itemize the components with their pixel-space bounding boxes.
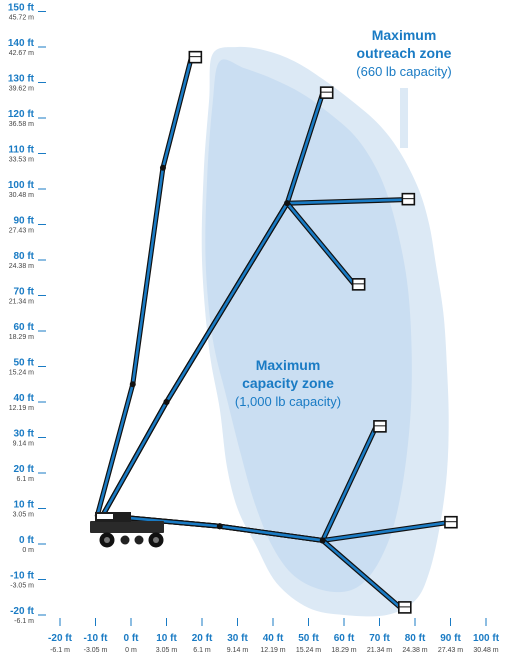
boom-vertical [94, 50, 203, 519]
y-tick-label-m: 12.19 m [9, 405, 34, 412]
y-tick-label-ft: 10 ft [13, 500, 34, 511]
y-tick-label-m: 30.48 m [9, 192, 34, 199]
outreach-label-box [341, 18, 468, 88]
y-tick-label-m: 24.38 m [9, 263, 34, 270]
x-tick-label-ft: 60 ft [334, 633, 355, 644]
y-tick-label-m: 36.58 m [9, 121, 34, 128]
y-tick-label-ft: 130 ft [8, 74, 35, 85]
y-tick-label-m: 42.67 m [9, 50, 34, 57]
x-tick-label-m: -6.1 m [50, 647, 70, 654]
outreach-zone-title-1: Maximum [372, 27, 437, 43]
y-tick-label-ft: 120 ft [8, 109, 35, 120]
outreach-label-pointer [400, 88, 408, 148]
x-tick-label-m: 3.05 m [156, 647, 178, 654]
x-tick-label-m: 6.1 m [193, 647, 211, 654]
y-tick-label-m: -3.05 m [10, 583, 34, 590]
model-plate [97, 514, 113, 519]
y-tick-label-m: 18.29 m [9, 334, 34, 341]
lift-chassis [90, 512, 164, 548]
y-tick-label-ft: 70 ft [13, 287, 34, 298]
x-tick-label-m: 21.34 m [367, 647, 392, 654]
outreach-zone-capacity: (660 lb capacity) [356, 64, 451, 79]
boom-joint [216, 523, 223, 530]
x-tick-label-ft: 70 ft [369, 633, 390, 644]
boom-joint [159, 164, 166, 171]
wheel-mid-2 [134, 535, 144, 545]
x-tick-label-ft: 80 ft [405, 633, 426, 644]
outreach-zone-title-2: outreach zone [357, 45, 452, 61]
x-tick-label-ft: 20 ft [192, 633, 213, 644]
x-tick-label-m: 12.19 m [260, 647, 285, 654]
x-tick-label-m: 9.14 m [227, 647, 249, 654]
x-tick-label-m: 30.48 m [473, 647, 498, 654]
y-tick-label-ft: 80 ft [13, 251, 34, 262]
wheel-front-hub [153, 537, 159, 543]
y-tick-label-ft: 0 ft [19, 535, 35, 546]
capacity-zone-title-2: capacity zone [242, 375, 334, 391]
x-tick-label-ft: 50 ft [298, 633, 319, 644]
y-tick-label-m: 0 m [22, 547, 34, 554]
y-tick-label-ft: -20 ft [10, 606, 35, 617]
capacity-zone-title-1: Maximum [256, 357, 321, 373]
chassis-body [90, 521, 164, 533]
boom-joint [319, 537, 326, 544]
y-tick-label-ft: 90 ft [13, 216, 34, 227]
boom-joint [163, 399, 170, 405]
y-tick-label-m: 39.62 m [9, 86, 34, 93]
boom-joint [129, 381, 136, 388]
x-tick-label-ft: 10 ft [156, 633, 177, 644]
y-tick-label-m: 15.24 m [9, 370, 34, 377]
y-tick-label-m: 3.05 m [13, 512, 35, 519]
outreach-zone-label: Maximum outreach zone (660 lb capacity) [341, 18, 468, 148]
y-tick-label-ft: 60 ft [13, 322, 34, 333]
x-tick-label-ft: -20 ft [48, 633, 73, 644]
x-tick-label-m: 0 m [125, 647, 137, 654]
x-tick-label-m: 15.24 m [296, 647, 321, 654]
boom-arm [95, 56, 193, 517]
y-tick-label-ft: 100 ft [8, 180, 35, 191]
x-tick-label-m: 24.38 m [402, 647, 427, 654]
x-tick-label-ft: 40 ft [263, 633, 284, 644]
boom-positions [94, 50, 458, 614]
x-tick-label-ft: -10 ft [84, 633, 109, 644]
x-tick-label-ft: 30 ft [227, 633, 248, 644]
y-tick-label-ft: -10 ft [10, 571, 35, 582]
y-tick-label-m: 9.14 m [13, 441, 35, 448]
y-tick-label-m: 21.34 m [9, 299, 34, 306]
y-tick-label-ft: 110 ft [8, 145, 34, 156]
boom-upper-articulated-down [100, 200, 366, 519]
y-tick-label-m: 45.72 m [9, 15, 34, 22]
boom-outline [94, 55, 194, 519]
y-tick-label-ft: 20 ft [13, 464, 34, 475]
boom-arm [101, 514, 403, 610]
capacity-zone-label: Maximum capacity zone (1,000 lb capacity… [235, 357, 341, 409]
x-tick-label-ft: 100 ft [473, 633, 500, 644]
x-tick-label-m: -3.05 m [84, 647, 108, 654]
y-tick-label-ft: 40 ft [13, 393, 34, 404]
x-tick-label-ft: 0 ft [124, 633, 140, 644]
capacity-zone-capacity: (1,000 lb capacity) [235, 394, 341, 409]
boom-lower-articulated-down [100, 513, 412, 614]
boom-joint [284, 200, 291, 207]
wheel-rear-hub [104, 537, 110, 543]
x-tick-label-m: 27.43 m [438, 647, 463, 654]
x-axis-ticks: -20 ft -6.1 m -10 ft -3.05 m 0 ft 0 m 10 ft 3.0… [48, 618, 500, 654]
y-tick-label-m: 27.43 m [9, 228, 34, 235]
y-tick-label-ft: 30 ft [13, 429, 34, 440]
y-tick-label-ft: 140 ft [8, 38, 35, 49]
wheel-mid-1 [120, 535, 130, 545]
boom-arm [101, 201, 356, 517]
y-tick-label-ft: 50 ft [13, 358, 34, 369]
y-tick-label-m: -6.1 m [14, 618, 34, 625]
y-tick-label-m: 6.1 m [16, 476, 34, 483]
x-tick-label-ft: 90 ft [440, 633, 461, 644]
y-tick-label-m: 33.53 m [9, 157, 34, 164]
y-tick-label-ft: 150 ft [8, 3, 35, 14]
x-tick-label-m: 18.29 m [331, 647, 356, 654]
